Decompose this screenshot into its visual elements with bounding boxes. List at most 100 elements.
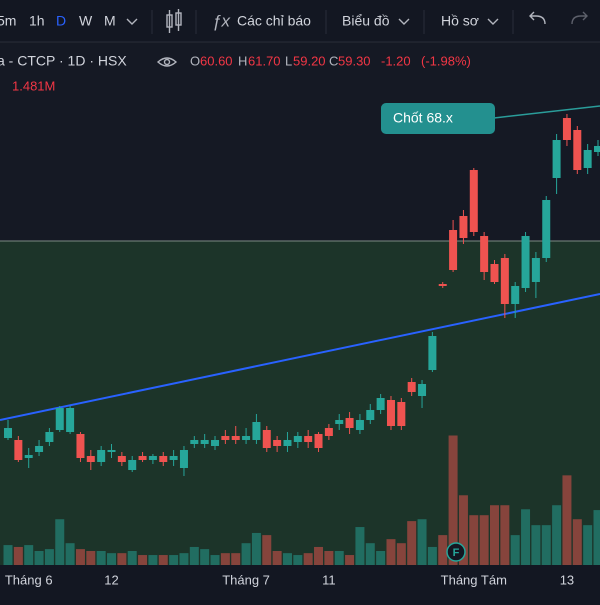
volume-bar	[35, 551, 44, 565]
interval-button[interactable]: 5m	[0, 13, 16, 29]
volume-bar	[511, 535, 520, 565]
volume-bar	[552, 505, 561, 565]
candle-body	[418, 384, 426, 396]
candle-body	[377, 398, 385, 410]
candle-body	[35, 446, 43, 452]
position-zone	[0, 241, 600, 565]
volume-bar	[252, 533, 261, 565]
volume-bar	[283, 553, 292, 565]
time-axis	[0, 565, 600, 600]
x-tick-label: 11	[322, 572, 336, 587]
interval-button[interactable]: D	[56, 13, 66, 29]
x-tick-label: 13	[560, 572, 574, 587]
volume-bar	[428, 547, 437, 565]
low-label: L	[285, 53, 292, 68]
volume-bar	[521, 509, 530, 565]
x-tick-label: 12	[104, 572, 118, 587]
close-value: 59.30	[338, 53, 371, 68]
volume-bar	[138, 555, 147, 565]
callout-text: Chốt 68.x	[393, 110, 453, 126]
candle-body	[159, 456, 167, 462]
volume-bar	[314, 547, 323, 565]
volume-bar	[107, 553, 116, 565]
candle-body	[573, 130, 581, 170]
event-marker-text: F	[453, 547, 460, 559]
profile-button[interactable]: Hồ sơ	[441, 13, 479, 29]
candle-body	[211, 440, 219, 446]
candle-body	[25, 455, 33, 458]
volume-bar	[66, 543, 75, 565]
open-value: 60.60	[200, 53, 233, 68]
close-label: C	[329, 53, 338, 68]
volume-bar	[117, 553, 126, 565]
high-label: H	[238, 53, 247, 68]
candle-body	[501, 258, 509, 304]
candle-body	[346, 418, 354, 428]
volume-bar	[386, 539, 395, 565]
volume-bar	[200, 549, 209, 565]
candle-body	[232, 436, 240, 440]
candle-body	[180, 450, 188, 468]
candle-body	[325, 428, 333, 436]
change-value: -1.20	[381, 53, 411, 68]
volume-bar	[531, 525, 540, 565]
interval-button[interactable]: 1h	[29, 13, 45, 29]
candle-body	[480, 236, 488, 272]
candle-body	[56, 408, 64, 430]
x-tick-label: Tháng Tám	[441, 572, 507, 587]
x-tick-label: Tháng 6	[5, 572, 53, 587]
volume-bar	[397, 543, 406, 565]
volume-bar	[24, 545, 33, 565]
candle-body	[263, 430, 271, 448]
candle-body	[459, 216, 467, 238]
candle-body	[594, 146, 600, 152]
volume-bar	[179, 553, 188, 565]
volume-bar	[583, 525, 592, 565]
candle-body	[252, 422, 260, 440]
candle-body	[470, 170, 478, 232]
volume-bar	[221, 553, 230, 565]
candle-body	[4, 428, 12, 438]
fx-icon[interactable]: ƒx	[212, 11, 230, 30]
volume-bar	[418, 519, 427, 565]
volume-bar	[14, 547, 23, 565]
volume-bar	[366, 543, 375, 565]
volume-bar	[55, 519, 64, 565]
volume-bar	[190, 547, 199, 565]
candle-body	[45, 432, 53, 442]
volume-bar	[262, 535, 271, 565]
volume-bar	[45, 549, 54, 565]
volume-bar	[469, 515, 478, 565]
candle-body	[97, 450, 105, 462]
symbol-title[interactable]: a - CTCP · 1D · HSX	[0, 53, 127, 69]
candle-body	[408, 382, 416, 392]
candle-body	[387, 400, 395, 426]
candle-body	[584, 150, 592, 168]
indicators-button[interactable]: Các chỉ báo	[237, 13, 311, 29]
candle-body	[221, 436, 229, 440]
candle-body	[356, 420, 364, 430]
volume-bar	[335, 551, 344, 565]
volume-bar	[159, 555, 168, 565]
volume-bar	[355, 527, 364, 565]
volume-bar	[231, 553, 240, 565]
candle-body	[139, 456, 147, 460]
volume-bar	[304, 553, 313, 565]
change-percent: (-1.98%)	[421, 53, 471, 68]
chart-type-button[interactable]: Biểu đồ	[342, 13, 390, 29]
candle-body	[439, 284, 447, 286]
volume-bar	[324, 551, 333, 565]
volume-bar	[500, 505, 509, 565]
volume-bar	[438, 535, 447, 565]
volume-bar	[97, 551, 106, 565]
volume-bar	[293, 555, 302, 565]
volume-bar	[573, 519, 582, 565]
candle-body	[532, 258, 540, 282]
high-value: 61.70	[248, 53, 281, 68]
candle-body	[366, 410, 374, 420]
volume-bar	[594, 510, 600, 565]
interval-button[interactable]: M	[104, 13, 116, 29]
interval-button[interactable]: W	[79, 13, 93, 29]
candle-body	[522, 236, 530, 288]
candle-body	[190, 440, 198, 444]
